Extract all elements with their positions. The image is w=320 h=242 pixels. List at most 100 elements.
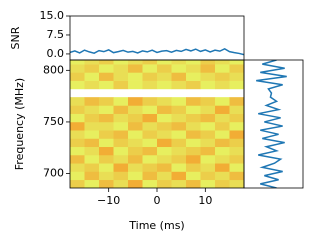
heatmap-cell: [84, 60, 100, 65]
heatmap-cell: [229, 72, 244, 81]
heatmap-cell: [186, 121, 201, 131]
heatmap-cell: [99, 138, 114, 148]
heatmap-cell: [215, 72, 230, 81]
heatmap-cell: [229, 97, 244, 106]
heatmap-cell: [157, 154, 172, 164]
heatmap-cell: [113, 171, 129, 181]
heatmap-cell: [229, 171, 244, 181]
heatmap-cell: [215, 146, 230, 156]
heatmap-cell: [157, 64, 172, 73]
heatmap-cell: [84, 146, 100, 156]
axes: 0.0 7.5 15.0 700 750 800 −10 0 10: [40, 9, 213, 207]
heatmap-cell: [84, 113, 100, 123]
heatmap-cell: [99, 130, 114, 139]
heatmap-cell: [157, 60, 172, 65]
heatmap-cell: [186, 113, 201, 123]
heatmap-cell: [142, 138, 158, 148]
heatmap-cell: [171, 146, 187, 156]
heatmap-cell: [200, 97, 216, 106]
heatmap-cell: [157, 97, 172, 106]
spectrum-area: [256, 60, 287, 188]
heatmap-cell: [171, 64, 187, 73]
heatmap-cell: [186, 163, 201, 172]
heatmap-cell: [229, 64, 244, 73]
heatmap-cell: [215, 171, 230, 181]
heatmap-cell: [157, 163, 172, 172]
heatmap-cell: [113, 146, 129, 156]
snr-frame: [69, 15, 245, 61]
heatmap-cell: [215, 105, 230, 114]
heatmap-cell: [142, 171, 158, 181]
heatmap-cell: [171, 113, 187, 123]
heatmap-cell: [128, 179, 143, 188]
y-tick-label: 15.0: [40, 9, 65, 22]
heatmap-cell: [128, 154, 143, 164]
heatmap-cell: [200, 154, 216, 164]
heatmap-cell: [70, 171, 85, 181]
heatmap-cell: [229, 163, 244, 172]
heatmap-cell: [171, 179, 187, 188]
heatmap-cell: [171, 60, 187, 65]
heatmap-cell: [200, 72, 216, 81]
heatmap-cell: [142, 146, 158, 156]
heatmap-cell: [113, 72, 129, 81]
heatmap-cell: [113, 105, 129, 114]
heatmap-cell: [186, 97, 201, 106]
heatmap-cell: [229, 105, 244, 114]
heatmap-cell: [128, 64, 143, 73]
heatmap-cell: [171, 171, 187, 181]
heatmap-cell: [113, 97, 129, 106]
heatmap-cell: [99, 113, 114, 123]
heatmap-cell: [70, 72, 85, 81]
heatmap-cell: [142, 97, 158, 106]
heatmap-cell: [171, 138, 187, 148]
heatmap-cell: [215, 80, 230, 90]
y-axis-label: SNR: [9, 26, 22, 49]
heatmap-cell: [157, 121, 172, 131]
heatmap-cell: [200, 121, 216, 131]
heatmap-cell: [142, 105, 158, 114]
heatmap-cell: [215, 60, 230, 65]
heatmap-cell: [229, 138, 244, 148]
heatmap-cell: [84, 121, 100, 131]
heatmap-cell: [113, 80, 129, 90]
heatmap-cell: [99, 97, 114, 106]
heatmap-cell: [84, 72, 100, 81]
heatmap-cell: [99, 80, 114, 90]
heatmap-cell: [186, 105, 201, 114]
heatmap-cell: [142, 163, 158, 172]
heatmap-cell: [99, 179, 114, 188]
heatmap-cell: [70, 138, 85, 148]
heatmap-cell: [171, 105, 187, 114]
heatmap-cell: [99, 121, 114, 131]
heatmap-cell: [128, 121, 143, 131]
heatmap-cell: [84, 179, 100, 188]
heatmap-cell: [215, 163, 230, 172]
heatmap-cell: [70, 60, 85, 65]
heatmap-cell: [70, 113, 85, 123]
heatmap-cell: [186, 80, 201, 90]
heatmap-cell: [113, 138, 129, 148]
heatmap-cell: [70, 105, 85, 114]
heatmap-cell: [200, 105, 216, 114]
heatmap-cell: [70, 163, 85, 172]
heatmap-cell: [171, 154, 187, 164]
heatmap-cell: [229, 80, 244, 90]
heatmap-cell: [84, 138, 100, 148]
heatmap-cell: [200, 163, 216, 172]
spectrum-line: [256, 60, 287, 188]
heatmap-cell: [157, 146, 172, 156]
heatmap-cell: [70, 179, 85, 188]
heatmap-cell: [113, 113, 129, 123]
heatmap-cell: [142, 179, 158, 188]
heatmap-cell: [229, 146, 244, 156]
heatmap-cell: [99, 146, 114, 156]
heatmap-cell: [215, 121, 230, 131]
heatmap-cell: [229, 130, 244, 139]
heatmap-cell: [70, 146, 85, 156]
heatmap-cell: [186, 154, 201, 164]
heatmap-cell: [128, 60, 143, 65]
heatmap-cell: [128, 113, 143, 123]
heatmap-cell: [186, 130, 201, 139]
y-tick-label: 700: [43, 167, 64, 180]
